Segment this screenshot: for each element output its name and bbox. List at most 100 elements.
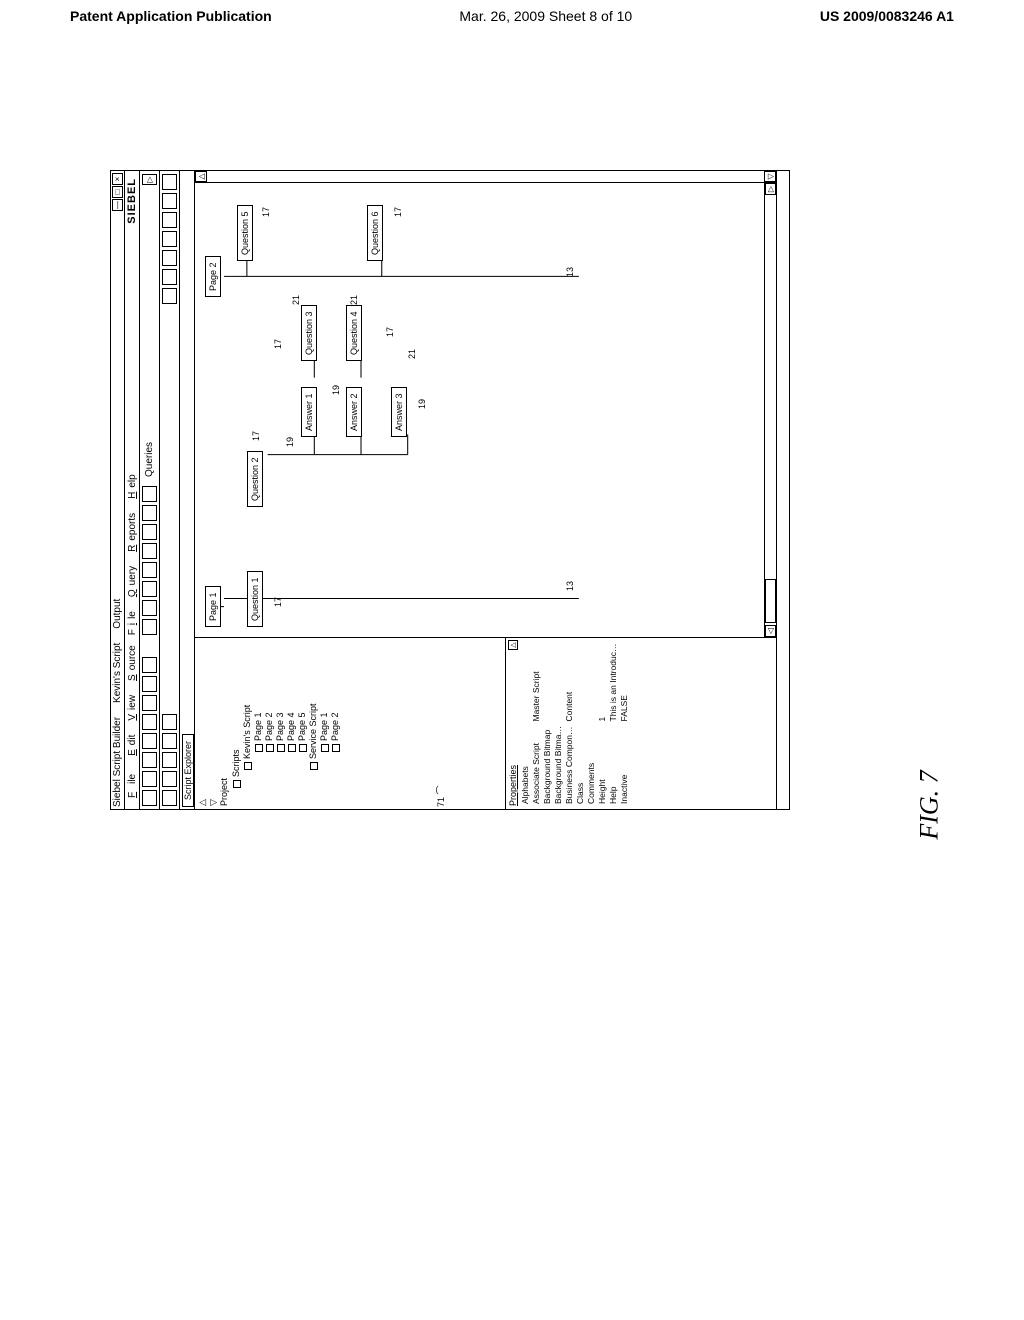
menu-view[interactable]: View [127, 691, 138, 729]
scroll-left-icon[interactable]: ◁ [765, 625, 776, 637]
figure-label: FIG. 7 [914, 770, 944, 839]
tool-btn[interactable] [142, 752, 157, 768]
prop-val[interactable]: Master Script [531, 641, 542, 724]
tool-btn[interactable] [162, 250, 177, 266]
tool-btn[interactable] [162, 231, 177, 247]
hscrollbar[interactable]: ◁ ▷ [764, 183, 776, 637]
menu-reports[interactable]: Reports [127, 509, 138, 560]
page1-node[interactable]: Page 1 [205, 586, 221, 627]
toolbar-2 [160, 171, 180, 809]
q1-node[interactable]: Question 1 [247, 571, 263, 627]
ref-17: 17 [385, 327, 395, 337]
tree-page[interactable]: Page 5 [297, 641, 307, 756]
tool-btn[interactable] [142, 600, 157, 616]
tool-btn[interactable] [162, 771, 177, 787]
tool-btn[interactable] [142, 486, 157, 502]
tool-btn[interactable] [142, 524, 157, 540]
tool-btn[interactable] [162, 174, 177, 190]
scroll-down-icon[interactable]: ▽ [764, 171, 776, 182]
min-button[interactable]: — [112, 199, 123, 211]
tool-btn[interactable] [162, 269, 177, 285]
tree-page[interactable]: Page 1 [253, 641, 263, 756]
ref-17: 17 [251, 431, 261, 441]
page2-node[interactable]: Page 2 [205, 256, 221, 297]
tree-page[interactable]: Page 4 [286, 641, 296, 756]
tree-scripts[interactable]: Scripts Kevin's Script Page 1 Page 2 Pag… [231, 641, 340, 792]
vscrollbar[interactable]: △ ▽ [195, 171, 776, 183]
tool-btn[interactable] [142, 562, 157, 578]
tool-btn[interactable] [142, 619, 157, 635]
tree-page[interactable]: Page 2 [330, 641, 340, 756]
menu-file2[interactable]: File [127, 607, 138, 639]
tool-btn[interactable] [142, 581, 157, 597]
q3-node[interactable]: Question 3 [301, 305, 317, 361]
tool-btn[interactable] [142, 676, 157, 692]
tool-btn[interactable] [162, 752, 177, 768]
menu-file[interactable]: File [127, 766, 138, 806]
tree-page[interactable]: Page 2 [264, 641, 274, 756]
toolbar-1: Queries ▷ [140, 171, 160, 809]
ref-17: 17 [273, 597, 283, 607]
tree-service[interactable]: Service Script Page 1 Page 2 [308, 641, 340, 774]
a2-node[interactable]: Answer 2 [346, 387, 362, 437]
tool-btn[interactable] [162, 733, 177, 749]
q6-node[interactable]: Question 6 [367, 205, 383, 261]
scroll-up-icon[interactable]: △ [195, 171, 207, 182]
ref-21: 21 [349, 295, 359, 305]
a3-node[interactable]: Answer 3 [391, 387, 407, 437]
prop-val[interactable]: FALSE [619, 641, 630, 724]
prop-val[interactable]: This is an Introduction that [608, 641, 619, 724]
tool-btn[interactable] [142, 714, 157, 730]
menu-help[interactable]: Help [127, 470, 138, 507]
tool-btn[interactable] [142, 505, 157, 521]
menu-source[interactable]: Source [127, 641, 138, 689]
menu-query[interactable]: Query [127, 562, 138, 605]
prop-val[interactable]: 1 [597, 641, 608, 724]
prop-val[interactable] [586, 641, 597, 724]
tool-btn[interactable] [142, 733, 157, 749]
app-title: Siebel Script Builder [112, 717, 123, 807]
pub-right: US 2009/0083246 A1 [820, 8, 954, 24]
close-button[interactable]: × [112, 173, 123, 185]
tool-btn[interactable] [162, 790, 177, 806]
tree-page[interactable]: Page 1 [319, 641, 329, 756]
pub-label: Patent Application Publication [70, 8, 272, 24]
properties-title: Properties [508, 641, 518, 806]
doc-title: Kevin's Script [112, 643, 123, 703]
q4-node[interactable]: Question 4 [346, 305, 362, 361]
canvas[interactable]: Page 1 Question 1 Question 2 Answer 1 An… [195, 171, 776, 637]
tree-kevins[interactable]: Kevin's Script Page 1 Page 2 Page 3 Page… [242, 641, 307, 774]
tool-btn[interactable] [142, 790, 157, 806]
prop-val[interactable] [553, 641, 564, 724]
menu-edit[interactable]: Edit [127, 731, 138, 764]
tool-btn[interactable] [142, 695, 157, 711]
scroll-up-icon[interactable]: △ [197, 641, 208, 806]
app-window: Siebel Script Builder Kevin's Script Out… [110, 170, 790, 810]
prop-val[interactable] [520, 641, 531, 724]
tool-btn[interactable] [142, 657, 157, 673]
project-label: Project [219, 641, 229, 806]
tool-btn[interactable] [162, 714, 177, 730]
q5-node[interactable]: Question 5 [237, 205, 253, 261]
a1-node[interactable]: Answer 1 [301, 387, 317, 437]
q2-node[interactable]: Question 2 [247, 451, 263, 507]
prop-key: Background Bitmap Style [553, 724, 564, 807]
prop-val[interactable] [542, 641, 553, 724]
prop-key: Comments [586, 724, 597, 807]
scroll-right-icon[interactable]: ▷ [765, 183, 776, 195]
prop-val[interactable] [575, 641, 586, 724]
tree-page[interactable]: Page 3 [275, 641, 285, 756]
max-button[interactable]: □ [112, 186, 123, 198]
scroll-thumb[interactable] [765, 579, 776, 623]
tool-btn[interactable] [162, 212, 177, 228]
toolbar-dropdown-icon[interactable]: ▷ [142, 174, 157, 185]
scroll-down-icon[interactable]: ▽ [208, 641, 219, 806]
scroll-up-icon[interactable]: △ [508, 640, 518, 650]
tool-btn[interactable] [162, 288, 177, 304]
prop-val[interactable]: Content [564, 641, 575, 724]
tool-btn[interactable] [142, 771, 157, 787]
tool-btn[interactable] [142, 543, 157, 559]
section-title: Output [112, 599, 123, 629]
menubar: File Edit View Source File Query Reports… [125, 171, 140, 809]
tool-btn[interactable] [162, 193, 177, 209]
